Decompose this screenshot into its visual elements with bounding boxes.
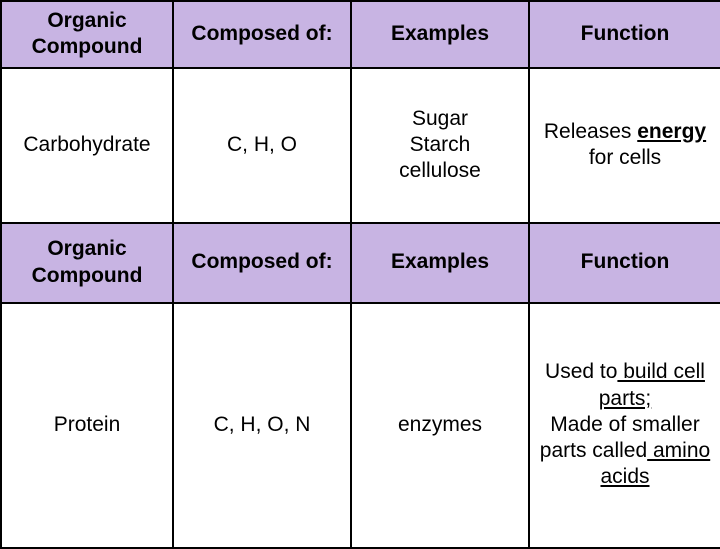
- t1-header-composed-of: Composed of:: [173, 1, 351, 68]
- table2-data-row: Protein C, H, O, N enzymes Used to build…: [1, 303, 720, 548]
- t1-composed-of: C, H, O: [173, 68, 351, 223]
- t1-example-3: cellulose: [399, 159, 481, 182]
- table2-header-row: Organic Compound Composed of: Examples F…: [1, 223, 720, 303]
- organic-compounds-table: Organic Compound Composed of: Examples F…: [0, 0, 720, 549]
- t1-example-2: Starch: [410, 133, 471, 156]
- table1-data-row: Carbohydrate C, H, O Sugar Starch cellul…: [1, 68, 720, 223]
- t2-header-examples: Examples: [351, 223, 529, 303]
- t2-header-organic-compound: Organic Compound: [1, 223, 173, 303]
- t1-header-function: Function: [529, 1, 720, 68]
- table1-header-row: Organic Compound Composed of: Examples F…: [1, 1, 720, 68]
- t1-func-energy: energy: [637, 120, 706, 143]
- t2-composed-of: C, H, O, N: [173, 303, 351, 548]
- t1-function: Releases energy for cells: [529, 68, 720, 223]
- t1-func-c: for cells: [589, 146, 661, 169]
- t1-header-organic-compound: Organic Compound: [1, 1, 173, 68]
- t1-example-1: Sugar: [412, 107, 468, 130]
- t2-header-function: Function: [529, 223, 720, 303]
- t1-compound-name: Carbohydrate: [1, 68, 173, 223]
- t1-header-examples: Examples: [351, 1, 529, 68]
- t2-function: Used to build cell parts; Made of smalle…: [529, 303, 720, 548]
- t2-examples: enzymes: [351, 303, 529, 548]
- t2-func-a: Used to: [545, 360, 617, 383]
- t2-header-composed-of: Composed of:: [173, 223, 351, 303]
- t1-func-a: Releases: [544, 120, 637, 143]
- t1-examples: Sugar Starch cellulose: [351, 68, 529, 223]
- t2-compound-name: Protein: [1, 303, 173, 548]
